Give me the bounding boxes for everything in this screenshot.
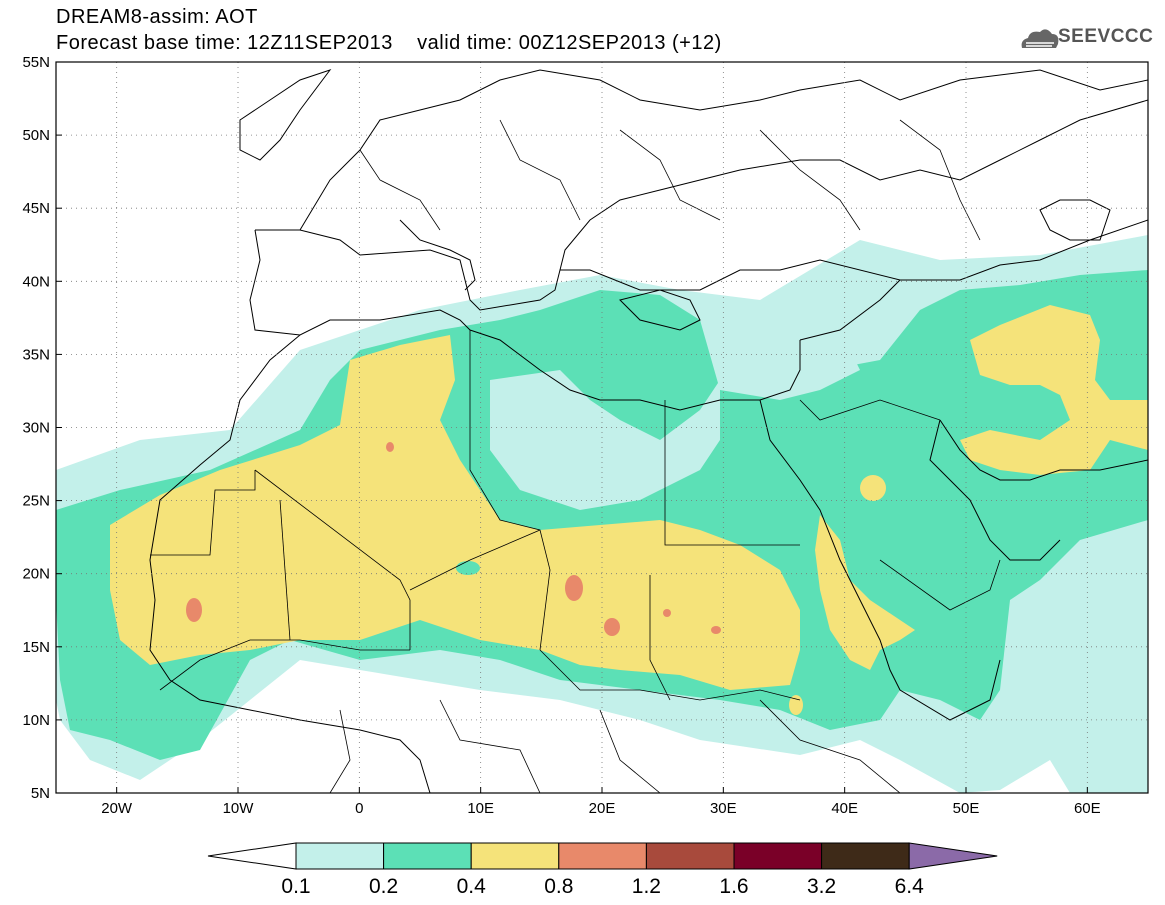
aot-level-0.8-f: [386, 442, 394, 452]
colorbar-segment: [470, 842, 560, 870]
aot-level-0.8-d: [663, 609, 671, 617]
lon-tick-label: 20E: [589, 800, 616, 817]
aot-level-0.1-patch: [490, 370, 720, 510]
aot-fields: [56, 69, 1148, 793]
lat-tick-label: 35N: [22, 346, 50, 363]
colorbar-label: 1.2: [632, 875, 661, 898]
lon-tick-label: 20W: [101, 800, 133, 817]
aot-level-0.8-e: [711, 626, 721, 634]
colorbar-under-triangle: [207, 842, 297, 870]
aot-level-0.8-a: [186, 598, 202, 622]
colorbar-label: 0.2: [369, 875, 398, 898]
lon-tick-label: 30E: [710, 800, 737, 817]
lat-tick-label: 55N: [22, 54, 50, 71]
colorbar-segment: [645, 842, 735, 870]
logo-text: SEEVCCC: [1058, 26, 1154, 47]
colorbar-segment: [821, 842, 910, 870]
lat-tick-label: 30N: [22, 420, 50, 437]
colorbar-label: 0.4: [457, 875, 487, 898]
colorbar-label: 3.2: [807, 875, 836, 898]
lat-tick-label: 50N: [22, 127, 50, 144]
cloud-icon: [1021, 29, 1059, 48]
aot-level-0.4-west: [110, 335, 800, 690]
latitude-axis: 5N 10N 15N 20N 25N 30N 35N 40N 45N 50N 55N: [22, 54, 62, 802]
lon-tick-label: 60E: [1074, 800, 1101, 817]
lon-tick-label: 10E: [467, 800, 494, 817]
colorbar-segment: [558, 842, 647, 870]
colorbar-label: 0.8: [544, 875, 573, 898]
map-grid: [56, 62, 1148, 793]
longitude-axis: 20W 10W 0 10E 20E 30E 40E 50E 60E: [101, 787, 1101, 817]
lat-tick-label: 20N: [22, 566, 50, 583]
lat-tick-label: 10N: [22, 712, 50, 729]
lat-tick-label: 5N: [31, 785, 50, 802]
colorbar-segment: [295, 842, 385, 870]
lat-tick-label: 25N: [22, 493, 50, 510]
aot-level-0.8-b: [565, 575, 583, 601]
coastlines: [149, 69, 1148, 793]
aot-level-0.4-redsea: [815, 515, 915, 670]
lon-tick-label: 10W: [223, 800, 255, 817]
colorbar-over-triangle: [908, 842, 998, 870]
colorbar-label: 0.1: [281, 875, 310, 898]
aot-level-0.1-patch-b: [700, 320, 860, 400]
lat-tick-label: 45N: [22, 200, 50, 217]
colorbar-segment: [733, 842, 823, 870]
aot-level-0.8-c: [604, 618, 620, 636]
aot-level-0.4-arabia: [860, 475, 886, 501]
country-borders: [150, 119, 1001, 793]
lat-tick-label: 15N: [22, 639, 50, 656]
lon-tick-label: 0: [355, 800, 363, 817]
map-title: DREAM8-assim: AOT: [56, 6, 258, 28]
lat-tick-label: 40N: [22, 273, 50, 290]
colorbar-segment: [383, 842, 472, 870]
colorbar-label: 1.6: [719, 875, 748, 898]
aot-level-0.4-iran: [960, 305, 1148, 475]
lon-tick-label: 40E: [831, 800, 858, 817]
colorbar-label: 6.4: [895, 875, 925, 898]
forecast-time-line: Forecast base time: 12Z11SEP2013 valid t…: [56, 32, 722, 54]
lon-tick-label: 50E: [953, 800, 980, 817]
aot-level-0.2-chad: [456, 561, 480, 575]
colorbar: 0.1 0.2 0.4 0.8 1.2 1.6 3.2 6.4: [207, 842, 998, 898]
